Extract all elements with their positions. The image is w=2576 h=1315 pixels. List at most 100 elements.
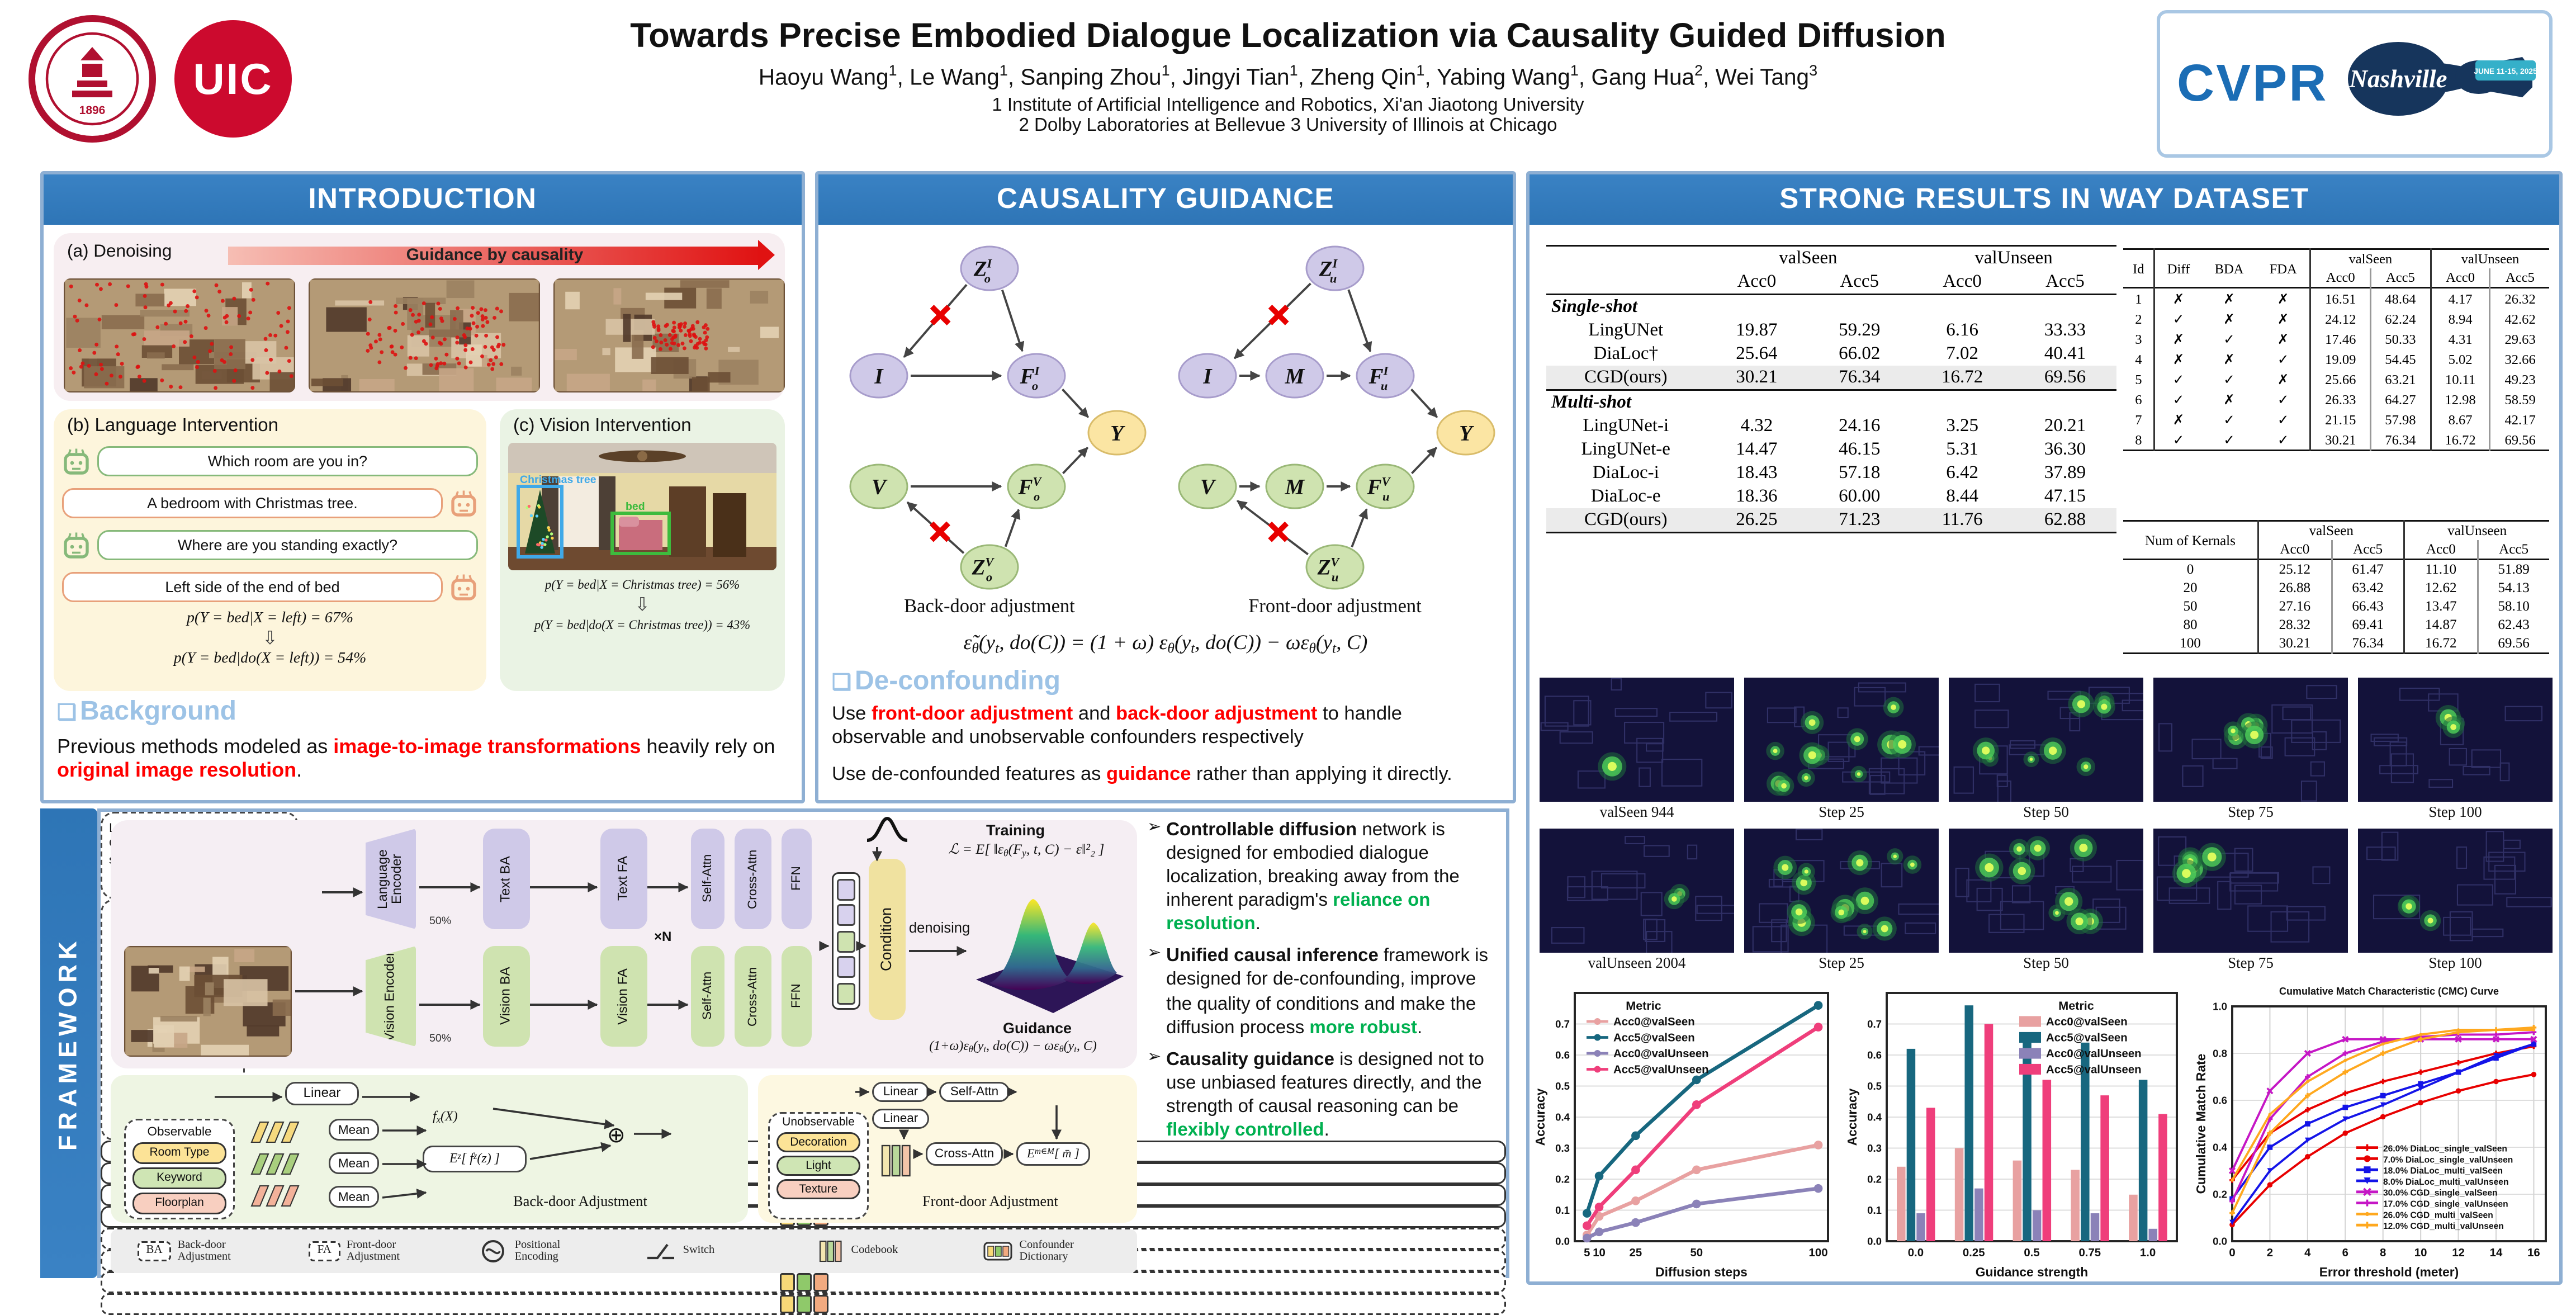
legend-switch: Switch bbox=[646, 1238, 774, 1265]
svg-text:0.75: 0.75 bbox=[2078, 1247, 2101, 1259]
svg-text:I: I bbox=[1202, 365, 1213, 389]
svg-text:Guidance strength: Guidance strength bbox=[1976, 1265, 2088, 1279]
bullet-item: ➢ Unified causal inference framework is d… bbox=[1147, 945, 1503, 1039]
svg-text:Metric: Metric bbox=[1626, 999, 1661, 1013]
svg-text:Diffusion steps: Diffusion steps bbox=[1655, 1265, 1748, 1279]
svg-text:Nashville: Nashville bbox=[2349, 65, 2447, 93]
section-header-causality: CAUSALITY GUIDANCE bbox=[818, 174, 1513, 225]
unobservable-title: Unobservable bbox=[782, 1117, 855, 1129]
legend-ba-box: BA Back-door Adjustment bbox=[138, 1240, 268, 1264]
mean-block: Mean bbox=[329, 1119, 379, 1141]
decoration-tag: Decoration bbox=[776, 1132, 860, 1152]
svg-text:0.5: 0.5 bbox=[2024, 1247, 2039, 1259]
svg-text:Acc5@valSeen: Acc5@valSeen bbox=[1613, 1032, 1695, 1044]
svg-text:Christmas tree: Christmas tree bbox=[520, 474, 596, 486]
cvpr-guitar-icon: Nashville JUNE 11-15, 2025 bbox=[2348, 42, 2537, 116]
svg-text:JUNE 11-15, 2025: JUNE 11-15, 2025 bbox=[2474, 67, 2537, 75]
down-arrow-icon: ⇩ bbox=[634, 595, 650, 616]
introduction-body: (a) Denoising Guidance by causality (b) … bbox=[44, 225, 802, 800]
arrow-bullet-icon: ➢ bbox=[1147, 819, 1162, 837]
background-paragraphs: Previous methods modeled as image-to-ima… bbox=[57, 735, 788, 800]
ffn-vision: FFN bbox=[782, 946, 812, 1047]
svg-text:I: I bbox=[874, 365, 884, 389]
svg-text:M: M bbox=[1285, 365, 1305, 389]
poster-title: Towards Precise Embodied Dialogue Locali… bbox=[630, 17, 1946, 55]
training-loss-formula: ℒ = E[ ‖εθ(Fy, t, C) − ε‖²₂ ] bbox=[948, 840, 1105, 860]
switch-icon bbox=[647, 1243, 675, 1260]
svg-text:25: 25 bbox=[1630, 1247, 1642, 1259]
causality-body: ZI o I FI o V FV o Y ZV o ZI u I M FI u V M FV u Y ZV u Back-d… bbox=[818, 225, 1513, 800]
svg-text:Y: Y bbox=[1110, 422, 1125, 446]
probability-surface bbox=[969, 876, 1127, 1016]
svg-text:bed: bed bbox=[626, 500, 645, 513]
text-ba-block: Text BA bbox=[483, 829, 530, 929]
svg-text:6: 6 bbox=[2342, 1247, 2348, 1259]
svg-text:Acc5@valSeen: Acc5@valSeen bbox=[2046, 1032, 2128, 1044]
svg-text:V: V bbox=[1200, 475, 1216, 499]
svg-text:Acc0@valSeen: Acc0@valSeen bbox=[2046, 1016, 2128, 1028]
heatmap-tile: Step 50 bbox=[1949, 829, 2144, 976]
gaussian-icon bbox=[865, 815, 909, 845]
svg-text:0.3: 0.3 bbox=[1867, 1142, 1882, 1154]
svg-text:0.6: 0.6 bbox=[2213, 1095, 2227, 1106]
section-results: STRONG RESULTS IN WAY DATASET valSeen val… bbox=[1526, 171, 2563, 1285]
dialogue-bubble: Left side of the end of bed bbox=[62, 572, 443, 602]
switch-50-label: 50% bbox=[429, 916, 452, 928]
svg-text:0.2: 0.2 bbox=[1867, 1174, 1882, 1185]
title-block: Towards Precise Embodied Dialogue Locali… bbox=[453, 17, 2123, 135]
diffusion-steps-chart: 0.0 0.1 0.2 0.3 0.4 0.5 0.6 0.7 5 10 25 50 100 Diffus… bbox=[1533, 980, 1838, 1281]
floorplan-tag: Floorplan bbox=[132, 1193, 226, 1214]
svg-text:0.0: 0.0 bbox=[1555, 1236, 1570, 1247]
condition-block: Condition bbox=[869, 859, 906, 1020]
svg-text:Accuracy: Accuracy bbox=[1533, 1088, 1547, 1146]
heatmap-tile: valSeen 944 bbox=[1540, 678, 1734, 825]
svg-text:FVu: FV u bbox=[1366, 475, 1391, 504]
light-tag: Light bbox=[776, 1156, 860, 1176]
heatmap-caption: Step 25 bbox=[1819, 954, 1864, 971]
cvpr-logo-text: CVPR bbox=[2177, 54, 2328, 112]
svg-text:50: 50 bbox=[1690, 1247, 1703, 1259]
cross-attn-block: Cross-Attn bbox=[926, 1142, 1003, 1166]
svg-text:0.25: 0.25 bbox=[1963, 1247, 1985, 1259]
square-bullet-icon: ❑ bbox=[832, 669, 851, 694]
svg-text:0.5: 0.5 bbox=[1555, 1080, 1570, 1092]
svg-text:Acc5@valUnseen: Acc5@valUnseen bbox=[2046, 1063, 2142, 1076]
svg-text:0.0: 0.0 bbox=[1908, 1247, 1924, 1259]
language-encoder: Language Encoder bbox=[366, 829, 416, 929]
denoising-panel: (a) Denoising Guidance by causality bbox=[54, 233, 787, 408]
frontdoor-adjustment-caption: Front-door Adjustment bbox=[922, 1193, 1058, 1209]
heatmap-caption: Step 50 bbox=[2023, 803, 2069, 820]
mean-block: Mean bbox=[329, 1186, 379, 1208]
svg-text:ZIu: ZI u bbox=[1319, 257, 1338, 286]
unobservable-box: Unobservable Decoration Light Texture bbox=[768, 1112, 869, 1219]
deconfounding-block: ❑ De-confounding Use front-door adjustmen… bbox=[832, 668, 1496, 800]
svg-text:0.1: 0.1 bbox=[1555, 1204, 1570, 1216]
codebook-icon bbox=[818, 1240, 841, 1262]
kernel-table: Num of Kernals valSeen valUnseen Acc0 Acc5 Ac… bbox=[2123, 520, 2549, 654]
robot-icon bbox=[64, 448, 89, 474]
guidance-arrow-head bbox=[758, 240, 775, 270]
svg-text:Acc0@valUnseen: Acc0@valUnseen bbox=[2046, 1048, 2142, 1060]
svg-text:V: V bbox=[872, 475, 888, 499]
svg-text:0.0: 0.0 bbox=[1867, 1236, 1882, 1247]
vision-fa-block: Vision FA bbox=[600, 946, 647, 1047]
self-attn-text: Self-Attn bbox=[691, 829, 724, 929]
paragraph: Use front-door adjustment and back-door … bbox=[832, 704, 1402, 748]
svg-text:0.4: 0.4 bbox=[2213, 1142, 2227, 1153]
deconfounding-paragraphs: Use front-door adjustment and back-door … bbox=[832, 704, 1496, 788]
language-formula-after: p(Y = bed|do(X = left)) = 54% bbox=[173, 651, 367, 668]
dialogue-bubble: Where are you standing exactly? bbox=[97, 530, 478, 560]
ablation-table: Id Diff BDA FDA valSeen valUnseen Acc0 Acc5 Acc0… bbox=[2123, 248, 2549, 451]
svg-text:0.7: 0.7 bbox=[1555, 1018, 1570, 1030]
heatmap-caption: Step 50 bbox=[2023, 954, 2069, 971]
ablation-table: Id Diff BDA FDA valSeen valUnseen Acc0 Acc5 Acc0… bbox=[2123, 248, 2549, 451]
plus-circle-icon: ⊕ bbox=[607, 1122, 626, 1147]
heatmap-tile: Step 100 bbox=[2358, 829, 2553, 976]
cmc-curve-chart: 0.0 0.2 0.4 0.6 0.8 1.0 Cumulative Match Chara… bbox=[2194, 980, 2556, 1281]
language-formula-before: p(Y = bed|X = left) = 67% bbox=[186, 611, 354, 627]
section-header-framework: FRAMEWORK bbox=[40, 808, 97, 1278]
main-results-table: valSeen valUnseen Acc0 Acc5 Acc0 Acc5 Single-s… bbox=[1546, 245, 2116, 533]
language-panel-title: (b) Language Intervention bbox=[67, 416, 278, 436]
